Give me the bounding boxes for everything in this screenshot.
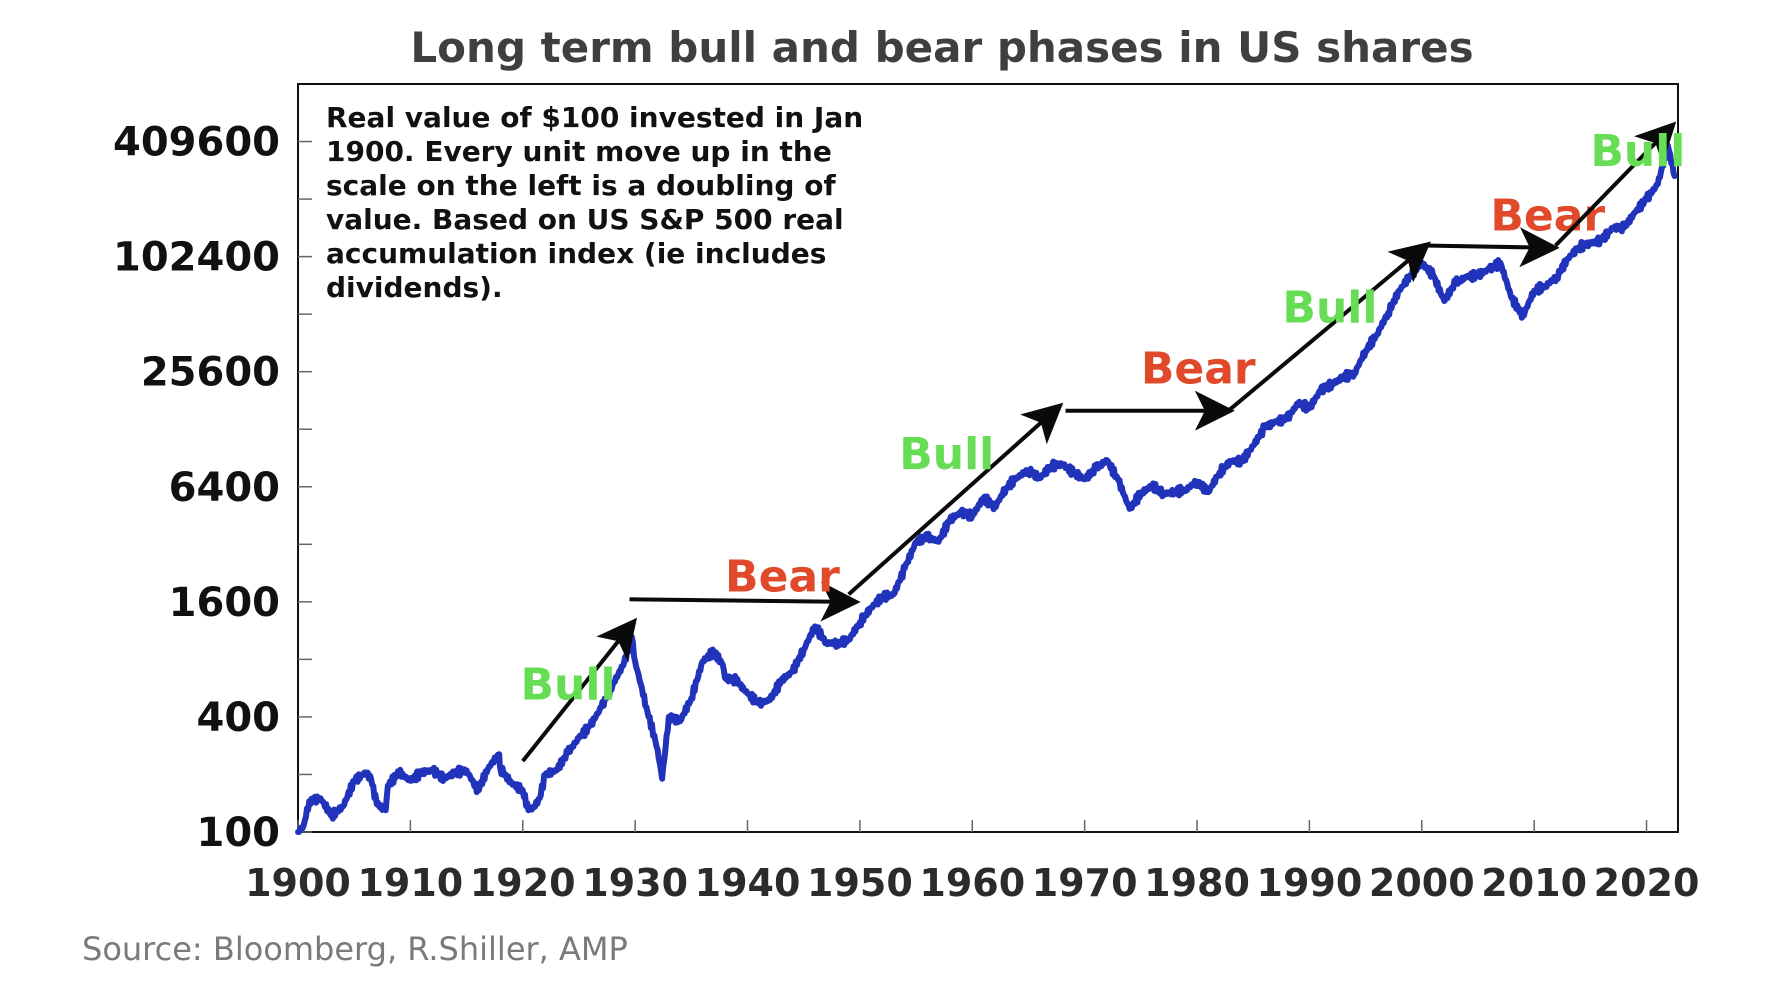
y-tick-label: 400 [197, 695, 281, 741]
bear-arrow [629, 581, 861, 622]
x-tick-label: 1970 [1032, 861, 1138, 905]
x-tick-label: 1940 [695, 861, 801, 905]
x-tick-label: 1900 [245, 861, 351, 905]
annotation-text: Real value of $100 invested in Jan1900. … [326, 101, 863, 304]
x-tick-label: 2020 [1594, 861, 1700, 905]
annotation-line: 1900. Every unit move up in the [326, 135, 832, 168]
bull-arrow [847, 402, 1064, 596]
plot-frame [297, 83, 1679, 833]
series-group [295, 142, 1678, 835]
y-tick-label: 100 [197, 810, 281, 856]
annotation-line: accumulation index (ie includes [326, 237, 826, 270]
phase-annotations: Bull Bear Bull Bear Bull Bear Bull [521, 121, 1685, 763]
x-tick-label: 2000 [1369, 861, 1475, 905]
x-axis: 1900 1910 1920 1930 1940 1950 1960 1970 1980 1990… [245, 820, 1699, 905]
x-tick-label: 2010 [1481, 861, 1587, 905]
x-tick-label: 1910 [357, 861, 463, 905]
x-tick-label: 1920 [470, 861, 576, 905]
bull-arrow [1227, 241, 1431, 413]
annotation-line: value. Based on US S&P 500 real [326, 203, 844, 236]
bull-label: Bull [1590, 126, 1685, 177]
x-tick-label: 1980 [1144, 861, 1250, 905]
bull-arrow [1554, 121, 1677, 247]
x-tick-label: 1950 [807, 861, 913, 905]
bull-label: Bull [521, 659, 616, 710]
series-line [295, 142, 1678, 835]
annotation-line: dividends). [326, 271, 503, 304]
annotation-line: scale on the left is a doubling of [326, 169, 836, 202]
x-tick-label: 1930 [582, 861, 688, 905]
y-tick-label: 6400 [169, 465, 280, 511]
y-axis: 100 400 1600 6400 25600 102400 409600 [113, 120, 312, 856]
bull-arrow [521, 617, 637, 763]
bull-label: Bull [899, 429, 994, 480]
bear-label: Bear [1490, 191, 1605, 242]
source-text: Source: Bloomberg, R.Shiller, AMP [82, 930, 628, 968]
y-tick-label: 409600 [113, 120, 280, 166]
bull-label: Bull [1282, 283, 1377, 334]
chart-title: Long term bull and bear phases in US sha… [410, 23, 1473, 72]
x-tick-label: 1960 [919, 861, 1025, 905]
bear-arrow [1423, 227, 1560, 268]
bear-label: Bear [1141, 343, 1256, 394]
bear-label: Bear [725, 551, 840, 602]
y-tick-label: 1600 [169, 580, 280, 626]
y-tick-label: 25600 [141, 350, 280, 396]
annotation-line: Real value of $100 invested in Jan [326, 101, 863, 134]
x-tick-label: 1990 [1257, 861, 1363, 905]
y-tick-label: 102400 [113, 235, 280, 281]
